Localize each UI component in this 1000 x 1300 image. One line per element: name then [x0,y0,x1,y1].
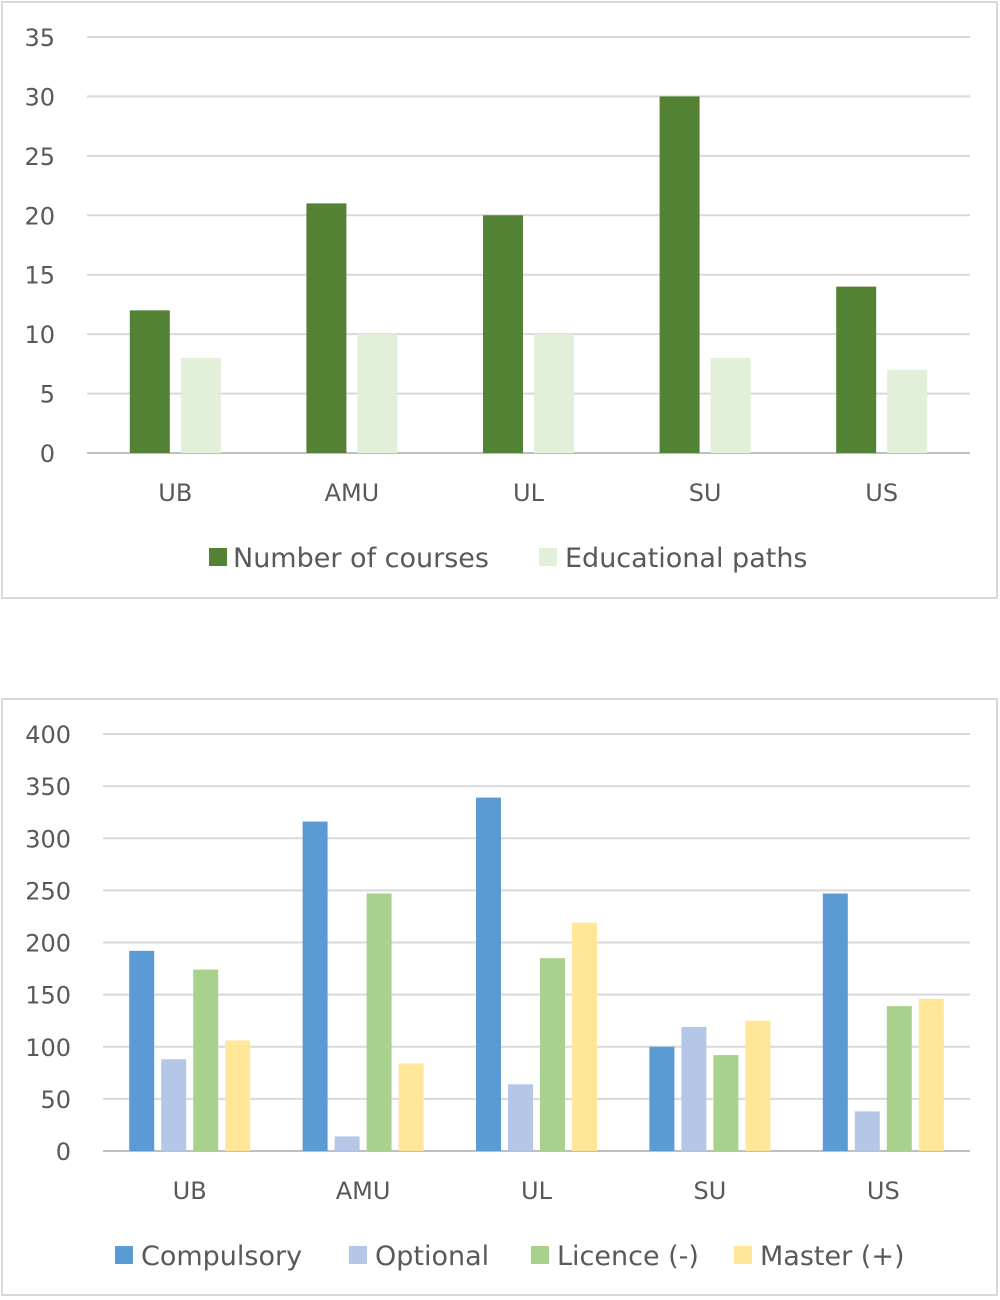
legend-swatch [734,1246,752,1264]
bar-su-0 [659,96,700,453]
y-tick-label: 20 [24,202,55,230]
bar-ub-2 [193,969,219,1151]
bar-amu-2 [366,893,392,1151]
bar-ul-1 [534,334,574,453]
y-tick-label: 30 [24,83,55,111]
y-tick-label: 50 [40,1086,71,1114]
bar-amu-1 [334,1136,360,1151]
legend-label: Master (+) [760,1241,904,1272]
y-tick-label: 150 [25,982,71,1010]
bar-us-1 [887,369,928,453]
bar-amu-3 [398,1063,424,1151]
bar-amu-0 [302,821,328,1151]
legend-label: Optional [375,1241,489,1272]
y-tick-label: 35 [24,24,55,52]
y-tick-label: 25 [24,143,55,171]
bar-us-3 [918,998,944,1151]
bar-su-3 [745,1020,771,1151]
bar-ul-3 [572,922,597,1151]
bar-us-2 [886,1006,912,1151]
y-tick-label: 300 [25,825,71,853]
chart-panel-courses: 0 5 10 15 20 25 30 35 UB AMU UL SU US Number of cours… [1,1,998,599]
y-tick-label: 5 [40,381,55,409]
y-tick-label: 15 [24,262,55,290]
y-tick-label: 100 [25,1034,71,1062]
legend-label: Educational paths [565,543,808,574]
bar-su-1 [681,1026,707,1151]
x-category-label: SU [693,1177,726,1205]
legend-swatch [539,548,557,566]
x-category-label: US [865,479,898,507]
bar-ub-1 [180,357,221,453]
bar-ul-0 [483,215,523,453]
y-tick-label: 10 [24,321,55,349]
bar-su-1 [710,357,751,453]
y-tick-label: 0 [40,440,55,468]
x-category-label: UL [521,1177,553,1205]
y-tick-label: 250 [25,877,71,905]
hours-chart: 0 50 100 150 200 250 300 350 400 UB AMU UL SU US Compu… [25,721,970,1272]
legend-swatch [209,548,227,566]
bar-su-0 [649,1046,675,1151]
bar-amu-0 [306,203,347,453]
legend-swatch [115,1246,133,1264]
x-category-label: AMU [336,1177,391,1205]
y-tick-label: 400 [25,721,71,749]
bar-su-2 [713,1055,739,1151]
x-category-label: UB [158,479,192,507]
legend-swatch [349,1246,367,1264]
bar-ul-2 [540,958,565,1151]
bar-ub-0 [129,950,155,1151]
bar-ub-3 [225,1040,251,1151]
bar-ul-0 [476,797,501,1151]
bar-ub-1 [161,1059,187,1151]
x-category-label: SU [689,479,722,507]
bar-us-0 [836,286,877,453]
x-category-label: UL [513,479,545,507]
chart-panel-hours: 0 50 100 150 200 250 300 350 400 UB AMU UL SU US Compu… [1,698,998,1296]
bar-ub-0 [129,310,170,453]
legend-label: Number of courses [233,543,489,574]
x-category-label: US [867,1177,900,1205]
x-category-label: AMU [325,479,380,507]
legend-label: Licence (-) [557,1241,699,1272]
y-tick-label: 200 [25,930,71,958]
x-category-label: UB [173,1177,207,1205]
bar-us-1 [854,1111,880,1151]
bar-ul-1 [508,1084,533,1151]
y-tick-label: 350 [25,773,71,801]
courses-chart: 0 5 10 15 20 25 30 35 UB AMU UL SU US Number of cours… [24,24,970,574]
bar-amu-1 [357,334,398,453]
legend-label: Compulsory [141,1241,302,1272]
y-tick-label: 0 [56,1138,71,1166]
legend-swatch [531,1246,549,1264]
bar-us-0 [822,893,848,1151]
